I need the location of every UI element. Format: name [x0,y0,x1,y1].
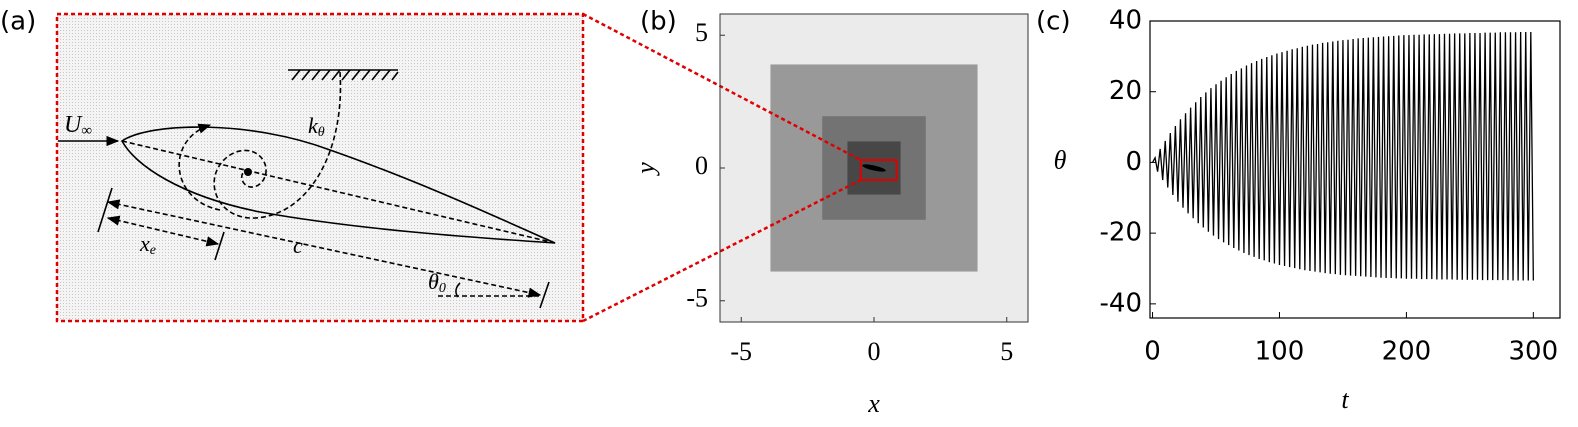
y-tick-label: -20 [1100,218,1142,248]
label-sub: e [150,243,156,258]
flow-label: U∞ [64,112,92,140]
label-sub: ∞ [81,123,92,139]
x-tick-label: 200 [1382,337,1432,367]
label-sub: θ [318,125,325,140]
x-tick-label: 5 [1000,337,1013,366]
panel-label: (b) [640,7,677,37]
y-tick-label: 0 [1125,147,1142,177]
wall-hatch [291,69,399,81]
zoom-connector [582,178,862,323]
pivot [244,168,252,176]
tick [539,281,550,309]
zoom-connector [582,12,862,162]
chord-label: c [293,233,303,258]
diagram [55,12,585,323]
series-line [1151,31,1534,281]
spring [213,71,342,219]
y-axis-label: θ [1054,145,1067,174]
x-axis-label: t [1341,385,1349,414]
label-base: U [64,112,83,138]
x-axis-label: x [867,389,880,418]
x-tick-label: 0 [1144,337,1161,367]
x-tick-label: 300 [1509,337,1559,367]
y-tick-label: -40 [1100,288,1142,318]
x-tick-label: 0 [868,337,881,366]
angle-arc [455,282,461,298]
label-base: c [293,233,303,258]
tick [97,187,113,233]
zoom-box [859,159,898,181]
x-tick-label: 100 [1255,337,1305,367]
angle-label: θ0 [428,269,446,296]
label-base: k [308,113,319,138]
tick [214,231,225,261]
zoom-frame [55,12,585,323]
spring-label: kθ [308,113,325,140]
label-sub: 0 [439,281,446,296]
airfoil [862,164,886,172]
y-axis-label: y [631,162,660,177]
label-base: x [139,231,150,256]
y-tick-label: -5 [686,284,708,313]
y-tick-label: 20 [1109,76,1142,106]
xe-dimension [106,215,220,247]
panel-label: (c) [1036,7,1071,37]
label-base: θ [428,269,439,294]
axes-frame [1149,20,1561,319]
y-tick-label: 40 [1109,6,1142,36]
xe-label: xe [139,231,156,258]
y-tick-label: 5 [695,18,708,47]
panel-label: (a) [0,7,36,37]
y-tick-label: 0 [695,151,708,180]
x-tick-label: -5 [730,337,752,366]
